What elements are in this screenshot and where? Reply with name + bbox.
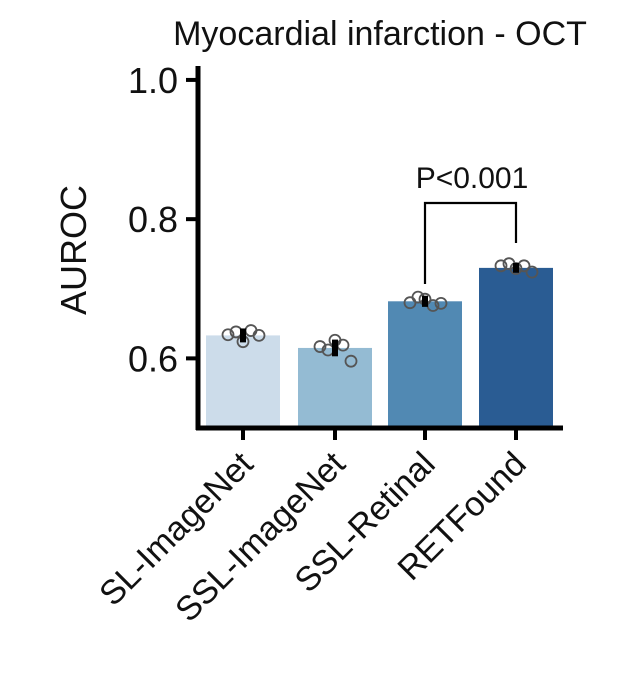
bar (298, 347, 372, 428)
data-point (494, 259, 508, 273)
y-axis-label: AUROC (53, 185, 94, 315)
data-point (344, 354, 358, 368)
data-point (434, 296, 448, 310)
bar (479, 267, 553, 428)
y-tick-label: 0.6 (128, 338, 178, 379)
data-point (244, 324, 258, 337)
chart-title: Myocardial infarction - OCT (173, 15, 587, 53)
bar (388, 301, 462, 428)
data-point (525, 265, 539, 279)
chart-marks (206, 257, 553, 428)
data-point (411, 290, 425, 304)
x-categories: SL-ImageNetSSL-ImageNetSSL-RetinalRETFou… (92, 428, 534, 629)
y-tick-label: 0.8 (128, 199, 178, 240)
significance-bracket (423, 201, 518, 284)
data-point (221, 328, 235, 342)
y-tick-label: 1.0 (128, 60, 178, 101)
y-ticks: 0.6 0.8 1.0 (128, 60, 198, 379)
data-point (252, 329, 266, 342)
bar (206, 335, 280, 428)
significance-annotation: P<0.001 (416, 162, 529, 284)
p-value-label: P<0.001 (416, 162, 529, 195)
data-point (313, 340, 327, 353)
